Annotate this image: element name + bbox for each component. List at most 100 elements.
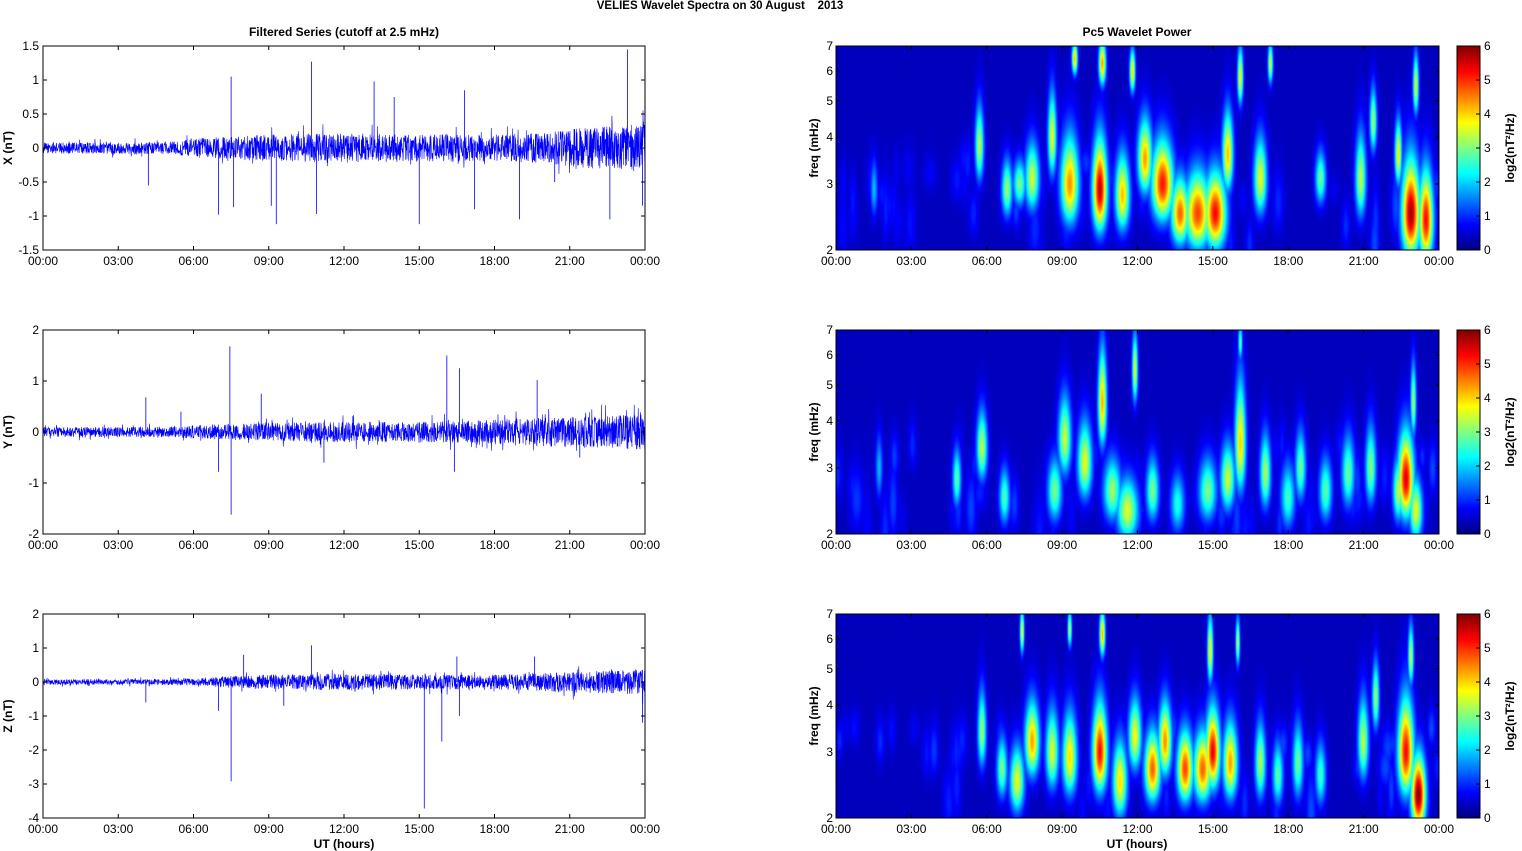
x-tick-label: 18:00	[1273, 538, 1303, 552]
colorbar: 0 1 2 3 4 5 6 log2(nT²/Hz)	[1456, 607, 1517, 825]
y-tick-label: -1.5	[18, 243, 39, 257]
y-tick-label: -2	[28, 527, 39, 541]
y-tick-label: -0.5	[18, 175, 39, 189]
x-tick-label: 09:00	[254, 538, 284, 552]
y-tick-label: -1	[28, 709, 39, 723]
x-tick-label: 18:00	[479, 538, 509, 552]
y-tick-label: -1	[28, 209, 39, 223]
x-tick-label: 03:00	[103, 822, 133, 836]
x-tick-label: 18:00	[479, 254, 509, 268]
y-tick-label: 4	[826, 130, 833, 144]
x-tick-label: 00:00	[630, 538, 660, 552]
wavelet-panel-x: 2 3 4 5 6 7 00:00 03:00 06:00 09:00 12:00 15:00 18:0…	[807, 39, 1517, 268]
colorbar-label: log2(nT²/Hz)	[1503, 681, 1517, 750]
colorbar-tick-label: 6	[1484, 323, 1491, 337]
colorbar-tick-label: 4	[1484, 107, 1491, 121]
x-tick-label: 03:00	[896, 254, 926, 268]
y-axis-label: Z (nT)	[1, 699, 15, 732]
x-tick-label: 06:00	[972, 822, 1002, 836]
y-tick-label: 6	[826, 348, 833, 362]
wavelet-panel-z: 2 3 4 5 6 7 00:00 03:00 06:00 09:00 12:00 15:00 18:0…	[807, 607, 1517, 836]
x-tick-label: 12:00	[329, 254, 359, 268]
x-tick-label: 03:00	[103, 538, 133, 552]
x-tick-label: 00:00	[28, 538, 58, 552]
y-tick-label: 1	[32, 641, 39, 655]
x-tick-label: 18:00	[1273, 822, 1303, 836]
y-tick-label: 0	[32, 425, 39, 439]
y-tick-label: 0	[32, 675, 39, 689]
x-tick-label: 06:00	[178, 538, 208, 552]
colorbar-tick-label: 5	[1484, 357, 1491, 371]
y-axis-label: Y (nT)	[1, 415, 15, 449]
x-tick-label: 12:00	[329, 538, 359, 552]
x-tick-label: 21:00	[555, 254, 585, 268]
x-axis-label-left: UT (hours)	[314, 837, 375, 851]
colorbar-tick-label: 2	[1484, 459, 1491, 473]
y-axis-label: freq (mHz)	[807, 118, 821, 177]
x-tick-label: 18:00	[1273, 254, 1303, 268]
colorbar-label: log2(nT²/Hz)	[1503, 397, 1517, 466]
y-tick-label: 2	[826, 811, 833, 825]
y-tick-label: 0.5	[22, 107, 39, 121]
series-line-x	[42, 110, 646, 174]
colorbar-tick-label: 4	[1484, 675, 1491, 689]
x-tick-label: 21:00	[555, 822, 585, 836]
x-tick-label: 12:00	[329, 822, 359, 836]
y-tick-label: 1	[32, 73, 39, 87]
x-tick-label: 09:00	[254, 822, 284, 836]
x-tick-label: 15:00	[404, 538, 434, 552]
y-tick-label: 5	[826, 662, 833, 676]
wavelet-power-image	[836, 46, 1439, 250]
colorbar-tick-label: 1	[1484, 777, 1491, 791]
x-tick-label: 12:00	[1122, 254, 1152, 268]
timeseries-panel-x: -1.5 -1 -0.5 0 0.5 1 1.5 00:00 03:00 06:00 09:00 12…	[1, 39, 660, 268]
x-tick-label: 06:00	[972, 254, 1002, 268]
series-line-z	[42, 666, 646, 704]
wavelet-power-image	[836, 330, 1439, 534]
x-tick-label: 03:00	[103, 254, 133, 268]
wavelet-power-image	[836, 614, 1439, 818]
y-tick-label: 5	[826, 94, 833, 108]
y-tick-label: 2	[32, 607, 39, 621]
x-tick-label: 21:00	[1349, 822, 1379, 836]
x-tick-label: 00:00	[630, 822, 660, 836]
x-tick-label: 09:00	[1047, 254, 1077, 268]
colorbar: 0 1 2 3 4 5 6 log2(nT²/Hz)	[1456, 39, 1517, 257]
x-tick-label: 21:00	[1349, 254, 1379, 268]
x-tick-label: 00:00	[630, 254, 660, 268]
colorbar-tick-label: 5	[1484, 73, 1491, 87]
x-tick-label: 12:00	[1122, 538, 1152, 552]
y-tick-label: 2	[826, 243, 833, 257]
colorbar-tick-label: 6	[1484, 39, 1491, 53]
figure-title: VELIES Wavelet Spectra on 30 August 2013	[597, 0, 843, 12]
x-tick-label: 03:00	[896, 822, 926, 836]
y-tick-label: 4	[826, 698, 833, 712]
x-tick-label: 15:00	[1198, 538, 1228, 552]
y-tick-label: 2	[32, 323, 39, 337]
series-line-y	[42, 404, 646, 451]
colorbar-tick-label: 2	[1484, 175, 1491, 189]
y-axis-label: X (nT)	[1, 131, 15, 165]
x-tick-label: 09:00	[1047, 822, 1077, 836]
y-tick-label: 6	[826, 632, 833, 646]
colorbar-tick-label: 0	[1484, 243, 1491, 257]
y-tick-label: -1	[28, 476, 39, 490]
x-tick-label: 18:00	[479, 822, 509, 836]
colorbar-tick-label: 3	[1484, 425, 1491, 439]
y-tick-label: 0	[32, 141, 39, 155]
x-tick-label: 15:00	[1198, 822, 1228, 836]
y-tick-label: 2	[826, 527, 833, 541]
y-tick-label: -2	[28, 743, 39, 757]
plot-area	[43, 614, 645, 818]
x-tick-label: 00:00	[821, 538, 851, 552]
y-tick-label: 6	[826, 64, 833, 78]
x-tick-label: 21:00	[1349, 538, 1379, 552]
x-tick-label: 12:00	[1122, 822, 1152, 836]
colorbar-tick-label: 1	[1484, 209, 1491, 223]
y-axis-label: freq (mHz)	[807, 402, 821, 461]
x-axis-label-right: UT (hours)	[1107, 837, 1168, 851]
y-tick-label: 5	[826, 378, 833, 392]
x-tick-label: 00:00	[821, 822, 851, 836]
x-tick-label: 06:00	[178, 254, 208, 268]
